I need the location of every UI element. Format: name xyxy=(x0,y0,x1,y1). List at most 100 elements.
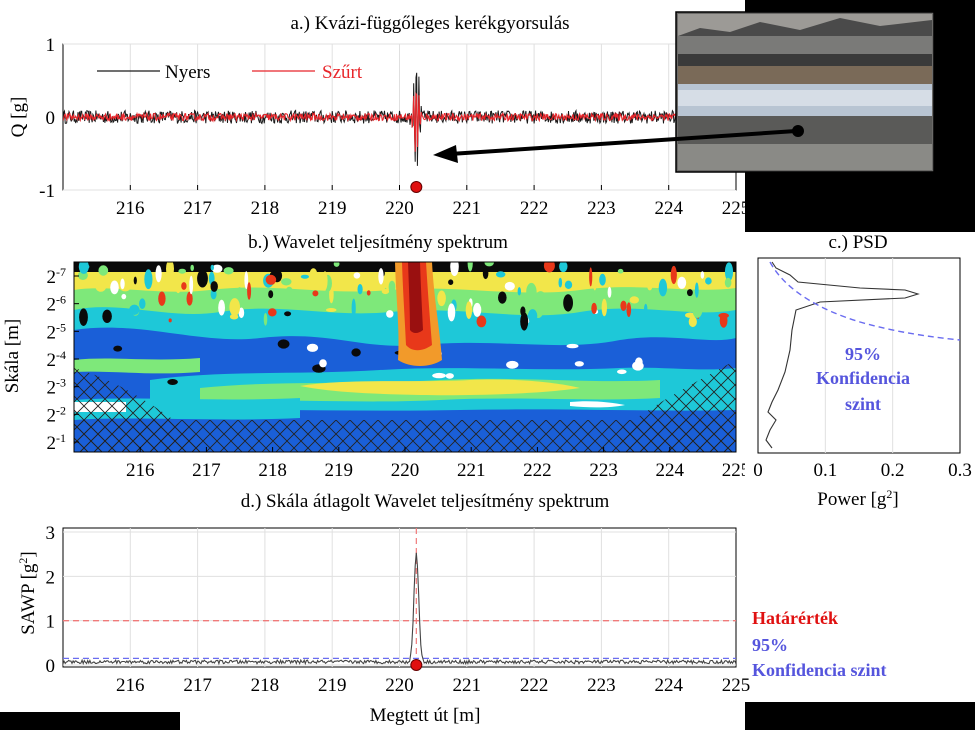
spectrum-blob xyxy=(265,274,277,285)
panel-c: 0 0.1 0.2 0.3 c.) PSD Power [g2] 95% Konfid… xyxy=(745,232,975,518)
panel-c-x-ticks: 0 0.1 0.2 0.3 xyxy=(753,460,972,481)
spectrum-blob xyxy=(527,309,538,323)
spectrum-blob xyxy=(175,275,182,294)
spectrum-blob xyxy=(626,302,632,318)
spectrum-blob xyxy=(558,277,563,288)
spectrum-blob xyxy=(263,313,268,326)
spectrum-blob xyxy=(506,360,519,369)
spectrum-blob xyxy=(158,291,166,306)
spectrum-blob xyxy=(450,262,459,277)
spectrum-blob xyxy=(700,271,705,279)
spectrum-blob xyxy=(473,302,482,317)
x-tick-label: 216 xyxy=(116,198,145,219)
wavelet-heatmap xyxy=(74,262,736,452)
spectrum-blob xyxy=(190,264,194,272)
spectrum-blob xyxy=(210,281,218,292)
spectrum-blob xyxy=(300,274,309,279)
spectrum-blob xyxy=(102,309,112,323)
spectrum-blob xyxy=(247,282,252,300)
spectrum-blob xyxy=(635,357,643,367)
y-tick-label: 3 xyxy=(46,523,56,544)
spectrum-blob xyxy=(368,313,375,327)
photo-pointer-arrow xyxy=(433,129,797,163)
x-tick-label: 221 xyxy=(453,675,482,696)
spectrum-blob xyxy=(705,277,712,285)
x-tick-label: 218 xyxy=(258,460,287,481)
x-tick-label: 219 xyxy=(325,460,354,481)
panel-a: 216 217 218 219 220 221 222 223 224 225 1 0 -1 a.) … xyxy=(0,0,750,232)
spectrum-blob xyxy=(563,294,573,312)
panel-b-x-ticks: 216 217 218 219 220 221 222 223 224 225 xyxy=(126,447,750,481)
spectrum-blob xyxy=(448,279,454,286)
spectrum-blob xyxy=(378,268,384,285)
x-tick-label: 0 xyxy=(753,460,763,481)
spectrum-blob xyxy=(386,310,394,318)
y-tick-label: 2-4 xyxy=(47,348,67,371)
spectrum-blob xyxy=(197,269,208,288)
y-tick-label: 2-5 xyxy=(47,320,67,343)
spectrum-blob xyxy=(559,262,568,273)
x-tick-label: 216 xyxy=(126,460,155,481)
spectrum-blob xyxy=(724,262,734,282)
panel-a-ylabel: Q [g] xyxy=(8,97,29,138)
spectrum-blob xyxy=(586,316,594,321)
spectrum-blob xyxy=(95,281,107,292)
spectrum-blob xyxy=(218,299,226,316)
spectrum-blob xyxy=(166,262,174,279)
spectrum-blob xyxy=(121,293,127,300)
spectrum-blob xyxy=(181,282,187,290)
spectrum-blob xyxy=(447,303,456,322)
spectrum-blob xyxy=(646,277,653,291)
spectrum-blob xyxy=(312,290,319,297)
spectrum-blob xyxy=(437,290,446,307)
spectrum-blob xyxy=(617,369,627,375)
spectrum-blob xyxy=(445,373,454,379)
spectrum-blob xyxy=(239,294,245,310)
spectrum-blob xyxy=(677,276,687,289)
spectrum-blob xyxy=(223,267,234,275)
spectrum-blob xyxy=(139,298,146,310)
spectrum-blob xyxy=(277,339,290,349)
panel-d: 216 217 218 219 220 221 222 223 224 225 3 2 1 0 d.) … xyxy=(0,484,975,730)
spectrum-blob xyxy=(189,275,194,295)
x-tick-label: 0.2 xyxy=(881,460,905,481)
spectrum-blob xyxy=(465,301,473,320)
x-tick-label: 222 xyxy=(520,198,549,219)
spectrum-blob xyxy=(617,268,624,274)
spectrum-blob xyxy=(607,286,612,298)
spectrum-blob xyxy=(517,287,521,296)
spectrum-blob xyxy=(694,282,699,298)
sawp-line xyxy=(63,552,736,666)
panel-a-x-ticks: 216 217 218 219 220 221 222 223 224 225 xyxy=(116,185,750,219)
panel-d-title: d.) Skála átlagolt Wavelet teljesítmény … xyxy=(241,491,610,512)
panel-c-xlabel: Power [g2] xyxy=(817,487,898,510)
spectrum-blob xyxy=(476,315,487,328)
spectrum-blob xyxy=(186,291,193,306)
spectrum-blob xyxy=(688,316,697,328)
y-tick-label: 1 xyxy=(46,35,56,56)
spectrum-blob xyxy=(601,298,607,317)
panel-d-xlabel: Megtett út [m] xyxy=(370,705,481,726)
x-tick-label: 224 xyxy=(656,460,685,481)
spectrum-blob xyxy=(644,303,648,314)
spectrum-blob xyxy=(719,313,728,328)
x-tick-label: 221 xyxy=(453,198,482,219)
spectrum-blob xyxy=(168,318,172,323)
panel-b-title: b.) Wavelet teljesítmény spektrum xyxy=(248,232,508,253)
spectrum-blob xyxy=(309,268,318,285)
panel-d-bottom-background xyxy=(180,712,745,730)
spectrum-blob xyxy=(620,300,627,311)
spectrum-blob xyxy=(520,312,529,331)
x-tick-label: 222 xyxy=(520,675,549,696)
spectrum-blob xyxy=(591,302,597,315)
spectrum-blob xyxy=(351,348,361,357)
x-tick-label: 223 xyxy=(587,198,616,219)
spectrum-blob xyxy=(352,285,356,291)
spectrum-blob xyxy=(268,308,277,317)
x-tick-label: 223 xyxy=(587,675,616,696)
spectrum-blob xyxy=(113,345,123,352)
x-tick-label: 225 xyxy=(722,460,751,481)
spectrum-blob xyxy=(329,285,334,304)
spectrum-blob xyxy=(484,262,494,267)
y-tick-label: 0 xyxy=(46,656,56,677)
